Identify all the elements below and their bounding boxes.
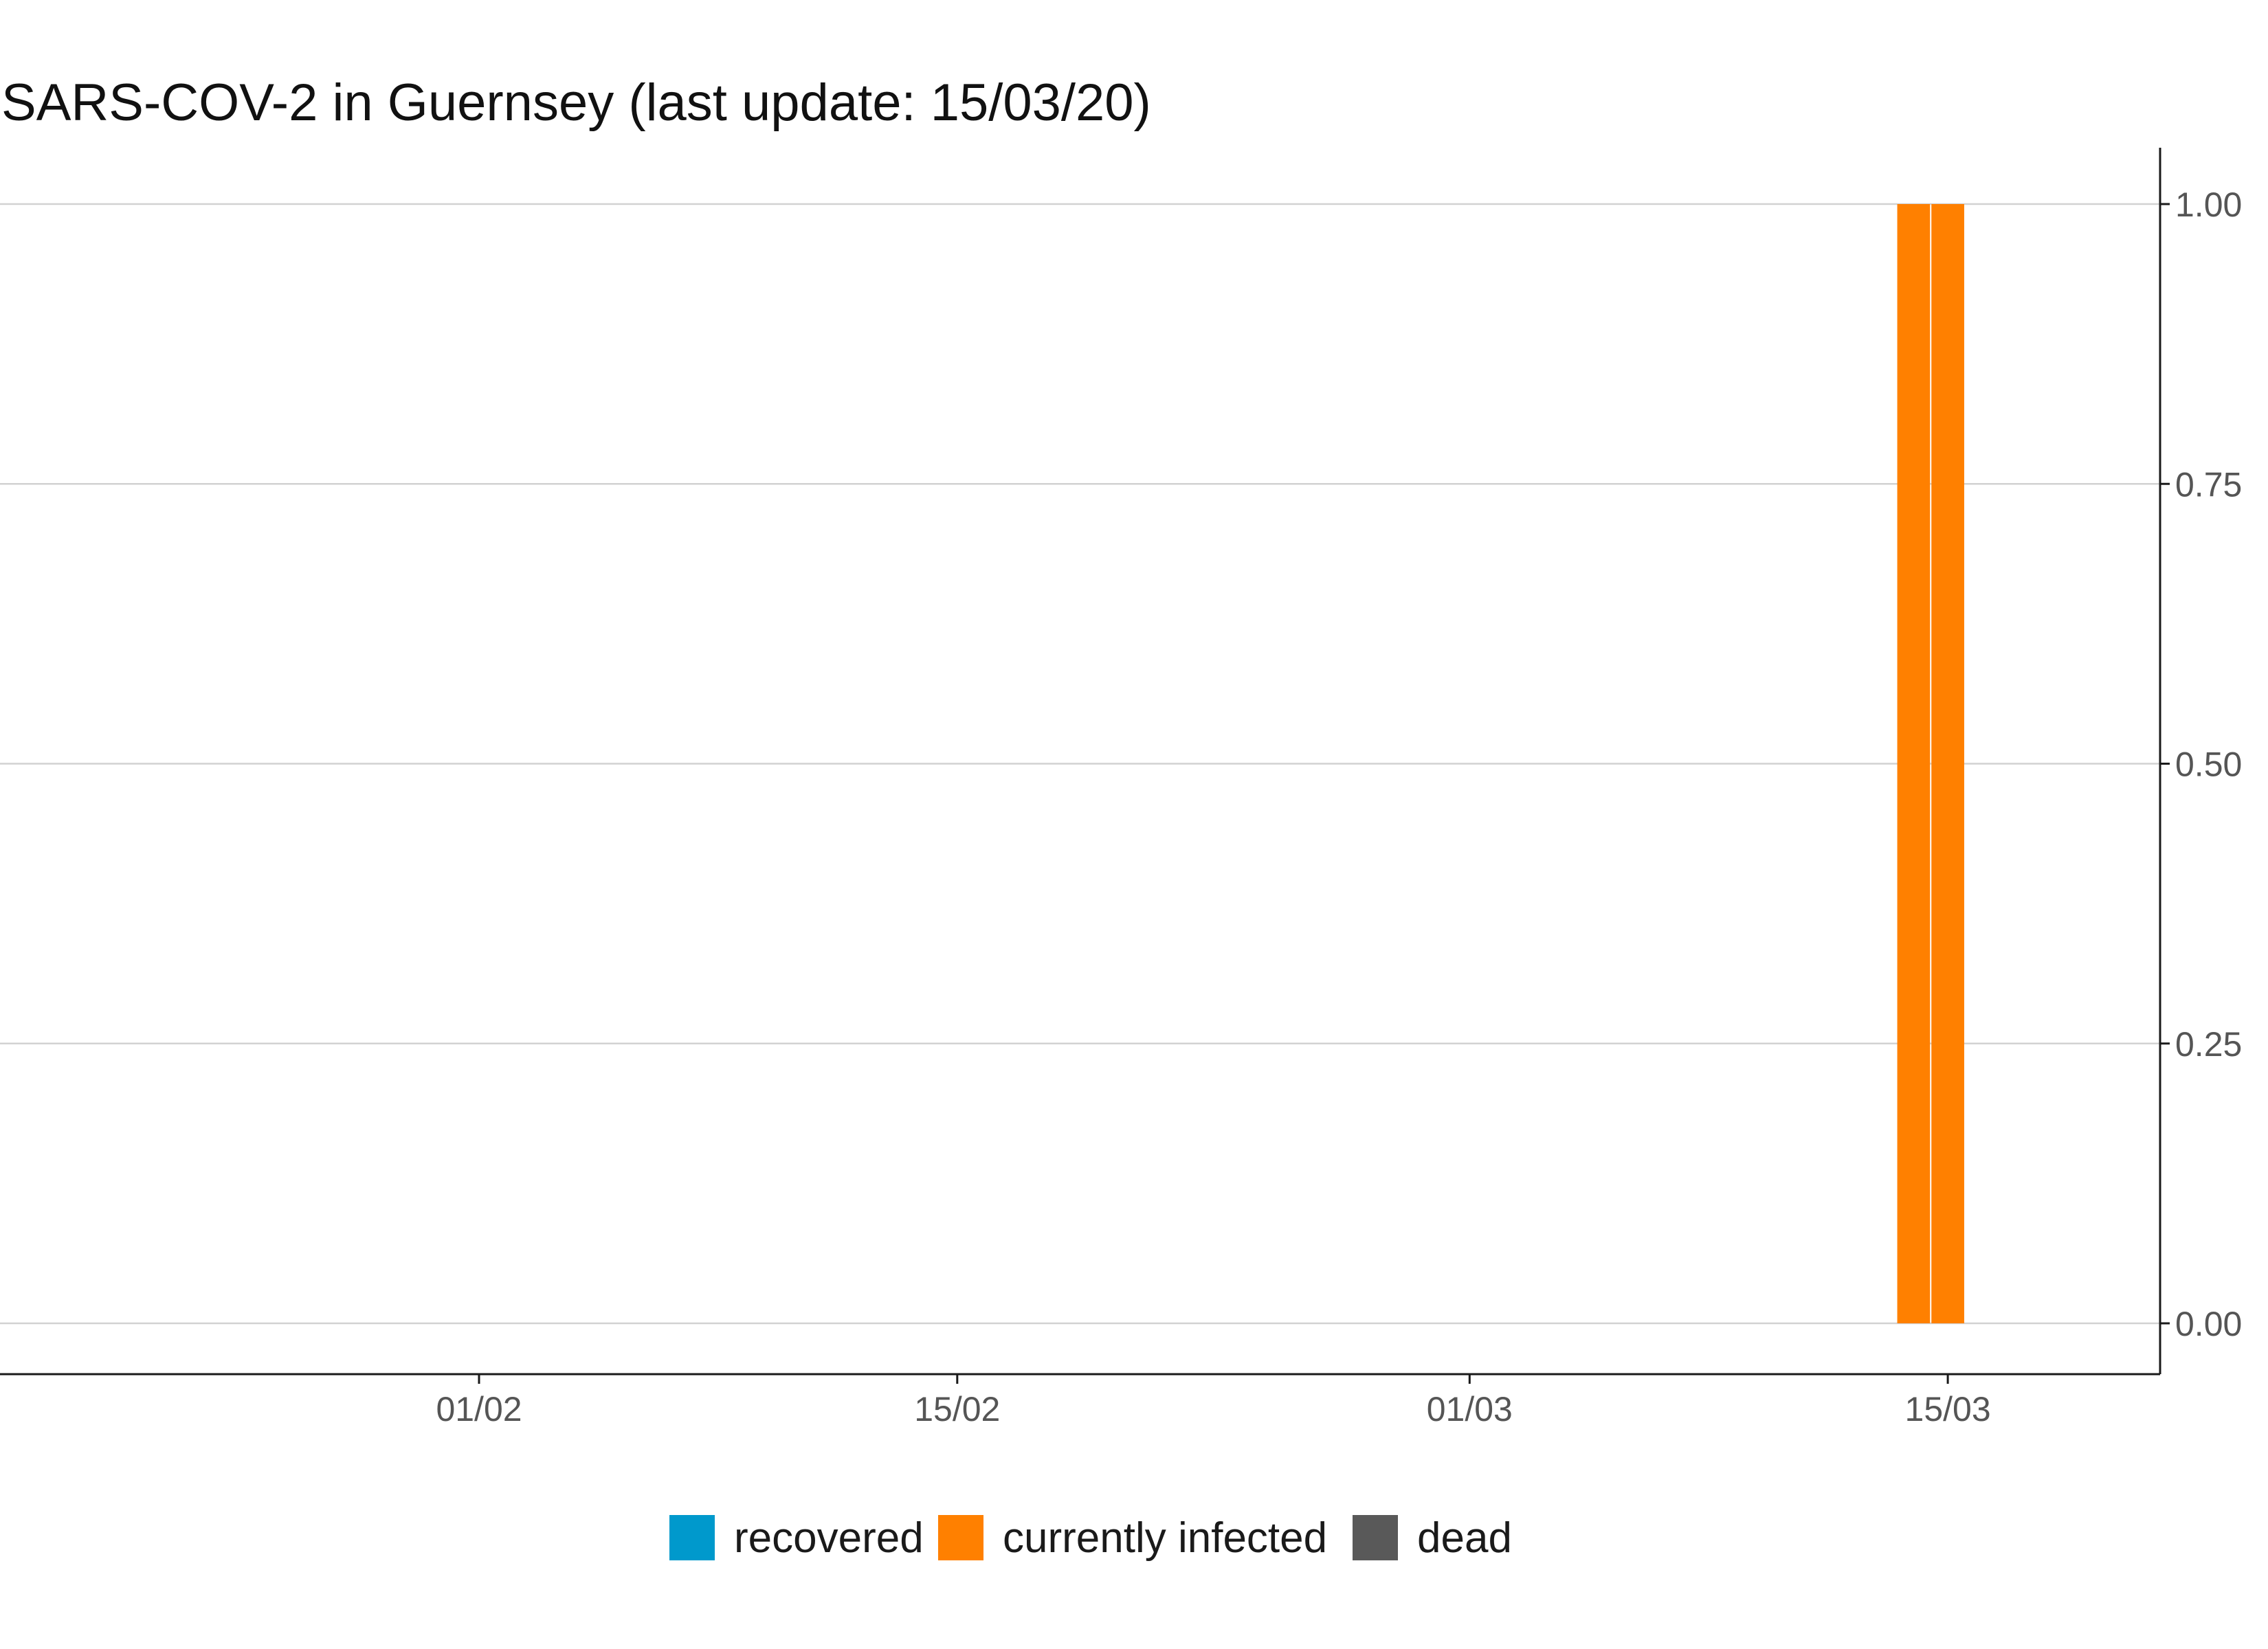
legend-label: recovered bbox=[734, 1514, 924, 1562]
y-tick-label: 1.00 bbox=[2175, 186, 2242, 224]
x-tick-label: 15/03 bbox=[1905, 1390, 1991, 1428]
chart-title: SARS-COV-2 in Guernsey (last update: 15/… bbox=[1, 74, 1151, 132]
legend-swatch bbox=[938, 1515, 983, 1560]
y-tick-label: 0.25 bbox=[2175, 1025, 2242, 1064]
bar bbox=[1931, 204, 1964, 1323]
legend-label: currently infected bbox=[1003, 1514, 1327, 1562]
y-tick-label: 0.50 bbox=[2175, 745, 2242, 784]
x-tick-label: 01/03 bbox=[1427, 1390, 1513, 1428]
legend-swatch bbox=[669, 1515, 715, 1560]
legend: recovered currently infected dead bbox=[669, 1514, 1512, 1562]
y-axis-ticks: 0.00 0.25 0.50 0.75 1.00 bbox=[2160, 186, 2242, 1343]
legend-swatch bbox=[1353, 1515, 1398, 1560]
x-axis-ticks: 01/02 15/02 01/03 15/03 bbox=[436, 1374, 1991, 1428]
bar bbox=[1897, 204, 1931, 1323]
y-tick-label: 0.75 bbox=[2175, 465, 2242, 504]
bars bbox=[1897, 204, 1964, 1323]
x-tick-label: 15/02 bbox=[914, 1390, 1000, 1428]
legend-label: dead bbox=[1417, 1514, 1512, 1562]
grid-lines bbox=[0, 203, 2160, 1325]
y-tick-label: 0.00 bbox=[2175, 1305, 2242, 1343]
x-tick-label: 01/02 bbox=[436, 1390, 522, 1428]
